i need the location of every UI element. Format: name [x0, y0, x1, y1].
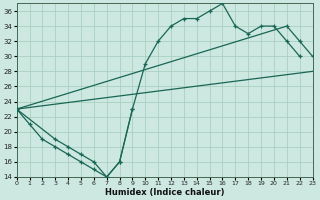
X-axis label: Humidex (Indice chaleur): Humidex (Indice chaleur) — [105, 188, 224, 197]
